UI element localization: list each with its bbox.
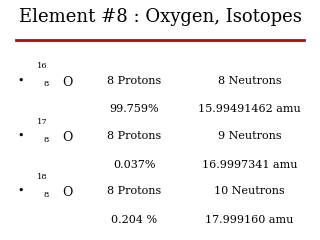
Text: 17.999160 amu: 17.999160 amu bbox=[205, 215, 294, 225]
Text: •: • bbox=[18, 186, 24, 196]
Text: 0.204 %: 0.204 % bbox=[111, 215, 157, 225]
Text: 8: 8 bbox=[43, 80, 49, 88]
Text: 16.9997341 amu: 16.9997341 amu bbox=[202, 160, 297, 170]
Text: 16: 16 bbox=[37, 62, 47, 70]
Text: O: O bbox=[62, 186, 73, 199]
Text: 8: 8 bbox=[43, 136, 49, 144]
Text: 17: 17 bbox=[37, 118, 48, 126]
Text: 9 Neutrons: 9 Neutrons bbox=[218, 131, 281, 141]
Text: 8 Protons: 8 Protons bbox=[107, 131, 162, 141]
Text: 15.99491462 amu: 15.99491462 amu bbox=[198, 104, 301, 114]
Text: •: • bbox=[18, 131, 24, 141]
Text: 8 Protons: 8 Protons bbox=[107, 76, 162, 86]
Text: 10 Neutrons: 10 Neutrons bbox=[214, 186, 285, 196]
Text: O: O bbox=[62, 131, 73, 144]
Text: 8 Neutrons: 8 Neutrons bbox=[218, 76, 281, 86]
Text: O: O bbox=[62, 76, 73, 89]
Text: •: • bbox=[18, 76, 24, 86]
Text: 8: 8 bbox=[43, 191, 49, 199]
Text: 8 Protons: 8 Protons bbox=[107, 186, 162, 196]
Text: 0.037%: 0.037% bbox=[113, 160, 156, 170]
Text: 99.759%: 99.759% bbox=[109, 104, 159, 114]
Text: Element #8 : Oxygen, Isotopes: Element #8 : Oxygen, Isotopes bbox=[19, 8, 301, 26]
Text: 18: 18 bbox=[37, 173, 48, 181]
